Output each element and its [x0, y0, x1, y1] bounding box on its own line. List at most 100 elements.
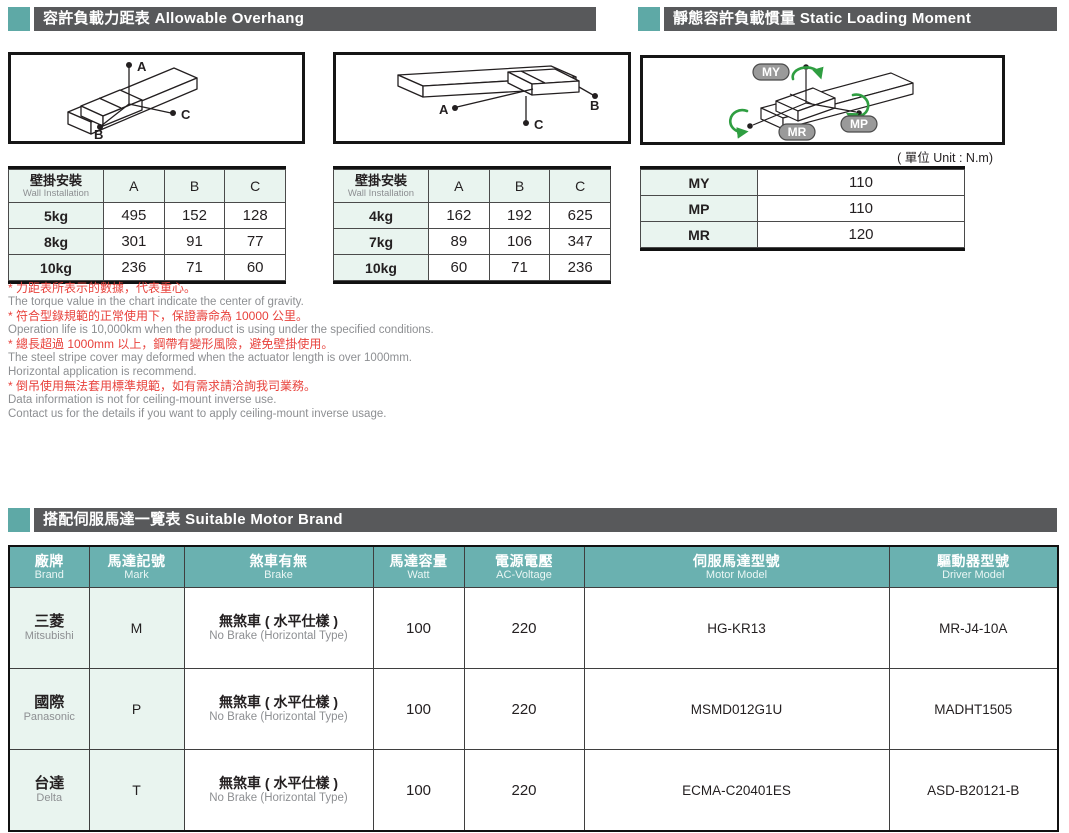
- value-cell: 60: [428, 254, 490, 281]
- col-header-c: C: [224, 169, 286, 203]
- value-cell: 71: [488, 254, 551, 281]
- section-title: 靜態容許負載慣量 Static Loading Moment: [664, 7, 1057, 31]
- table-row: MP 110: [640, 195, 965, 222]
- value-cell: 152: [163, 202, 226, 229]
- brake-en: No Brake (Horizontal Type): [209, 630, 348, 642]
- brand-en: Mitsubishi: [24, 630, 74, 642]
- moment-value: 110: [757, 195, 965, 222]
- suitable-motor-brand-header: 搭配伺服馬達一覽表 Suitable Motor Brand: [8, 508, 1057, 532]
- corner-en: Wall Installation: [22, 187, 90, 199]
- moment-label: MY: [640, 169, 758, 196]
- col-en: Watt: [407, 568, 430, 581]
- mark-cell: M: [88, 587, 185, 669]
- brand-zh: 三菱: [34, 613, 65, 630]
- section-title: 容許負載力距表 Allowable Overhang: [34, 7, 596, 31]
- voltage-cell: 220: [463, 749, 585, 832]
- wall-installation-table-2: 壁掛安裝 Wall Installation A B C 4kg 162 192…: [333, 166, 611, 284]
- corner-zh: 壁掛安裝: [354, 172, 407, 188]
- load-cell: 10kg: [333, 254, 429, 281]
- col-en: Brake: [264, 568, 293, 581]
- motor-table-header-row: 廠牌 Brand 馬達記號 Mark 煞車有無 Brake 馬達容量 Watt: [8, 545, 1059, 588]
- value-cell: 91: [163, 228, 226, 255]
- note-line: Contact us for the details if you want t…: [8, 408, 387, 420]
- col-header-driver-model: 驅動器型號 Driver Model: [888, 545, 1059, 588]
- static-moment-diagram: MY MP MR: [729, 63, 914, 141]
- col-en: AC-Voltage: [496, 568, 552, 581]
- value-cell: 128: [224, 202, 286, 229]
- note-line: * 符合型錄規範的正常使用下，保證壽命為 10000 公里。: [8, 309, 309, 323]
- point-b-label: B: [590, 98, 599, 113]
- moment-label: MP: [640, 195, 758, 222]
- watt-cell: 100: [372, 587, 465, 669]
- brand-en: Delta: [36, 792, 63, 804]
- moment-value: 120: [757, 221, 965, 248]
- load-cell: 5kg: [8, 202, 104, 229]
- static-loading-moment-header: 靜態容許負載慣量 Static Loading Moment: [638, 7, 1057, 31]
- brake-zh: 無煞車 ( 水平仕樣 ): [219, 775, 338, 791]
- moment-label: MR: [640, 221, 758, 248]
- value-cell: 106: [488, 228, 551, 255]
- unit-label: ( 單位 Unit : N.m): [897, 151, 993, 165]
- motor-model-cell: MSMD012G1U: [583, 668, 890, 750]
- point-c-label: C: [534, 117, 544, 132]
- value-cell: 162: [428, 202, 490, 229]
- value-cell: 71: [163, 254, 226, 281]
- brand-zh: 國際: [34, 694, 65, 711]
- col-zh: 廠牌: [34, 552, 64, 569]
- table-row: 7kg 89 106 347: [333, 228, 611, 255]
- col-header-motor-model: 伺服馬達型號 Motor Model: [583, 545, 890, 588]
- brand-cell: 國際 Panasonic: [8, 668, 90, 750]
- table-row: 5kg 495 152 128: [8, 202, 286, 229]
- brake-zh: 無煞車 ( 水平仕樣 ): [219, 613, 338, 629]
- driver-model-cell: ASD-B20121-B: [888, 749, 1059, 832]
- motor-model-cell: ECMA-C20401ES: [583, 749, 890, 832]
- table-row: 10kg 60 71 236: [333, 254, 611, 281]
- value-cell: 89: [428, 228, 490, 255]
- table-row: 4kg 162 192 625: [333, 202, 611, 229]
- note-line: Data information is not for ceiling-moun…: [8, 394, 277, 406]
- value-cell: 347: [549, 228, 611, 255]
- value-cell: 77: [224, 228, 286, 255]
- value-cell: 495: [103, 202, 165, 229]
- mr-badge: MR: [788, 125, 807, 139]
- col-header-voltage: 電源電壓 AC-Voltage: [463, 545, 585, 588]
- col-zh: 煞車有無: [249, 552, 308, 569]
- col-en: Mark: [124, 568, 149, 581]
- value-cell: 60: [224, 254, 286, 281]
- brake-zh: 無煞車 ( 水平仕樣 ): [219, 694, 338, 710]
- teal-accent-square: [8, 508, 30, 532]
- moment-badges: MY MP MR: [752, 63, 878, 141]
- brand-en: Panasonic: [23, 711, 75, 723]
- section-title: 搭配伺服馬達一覽表 Suitable Motor Brand: [34, 508, 1057, 532]
- load-cell: 7kg: [333, 228, 429, 255]
- static-moment-table: MY 110 MP 110 MR 120: [640, 166, 965, 251]
- col-header-watt: 馬達容量 Watt: [372, 545, 465, 588]
- brand-cell: 台達 Delta: [8, 749, 90, 832]
- moment-value: 110: [757, 169, 965, 196]
- col-header-a: A: [428, 169, 490, 203]
- corner-en: Wall Installation: [347, 187, 415, 199]
- driver-model-cell: MR-J4-10A: [888, 587, 1059, 669]
- brake-en: No Brake (Horizontal Type): [209, 711, 348, 723]
- load-cell: 8kg: [8, 228, 104, 255]
- motor-brand-table: 廠牌 Brand 馬達記號 Mark 煞車有無 Brake 馬達容量 Watt: [8, 545, 1059, 832]
- col-en: Driver Model: [942, 568, 1005, 581]
- point-c-label: C: [181, 107, 191, 122]
- col-header-mark: 馬達記號 Mark: [88, 545, 185, 588]
- load-cell: 4kg: [333, 202, 429, 229]
- driver-model-cell: MADHT1505: [888, 668, 1059, 750]
- note-line: Horizontal application is recommend.: [8, 366, 197, 378]
- allowable-overhang-header: 容許負載力距表 Allowable Overhang: [8, 7, 596, 31]
- value-cell: 236: [549, 254, 611, 281]
- load-cell: 10kg: [8, 254, 104, 281]
- col-zh: 驅動器型號: [937, 552, 1010, 569]
- note-line: Operation life is 10,000km when the prod…: [8, 324, 434, 336]
- note-line: * 力距表所表示的數據，代表重心。: [8, 281, 197, 295]
- col-zh: 電源電壓: [495, 552, 553, 569]
- brand-zh: 台達: [34, 775, 65, 792]
- col-header-a: A: [103, 169, 165, 203]
- mark-cell: P: [88, 668, 185, 750]
- teal-accent-square: [638, 7, 660, 31]
- value-cell: 192: [488, 202, 551, 229]
